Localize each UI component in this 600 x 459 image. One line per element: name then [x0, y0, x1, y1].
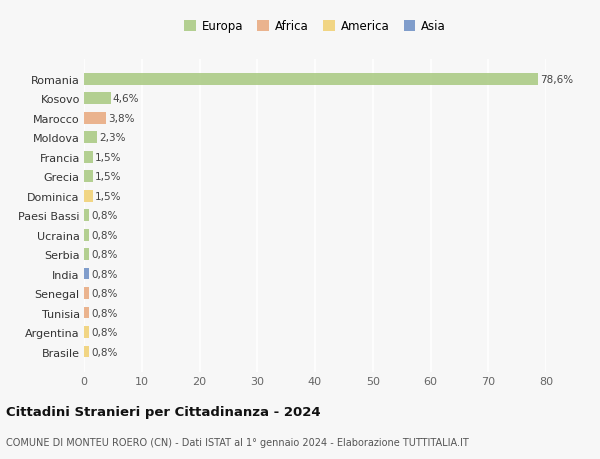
- Bar: [84, 190, 92, 202]
- Bar: [84, 249, 89, 260]
- Text: 0,8%: 0,8%: [91, 327, 118, 337]
- Text: COMUNE DI MONTEU ROERO (CN) - Dati ISTAT al 1° gennaio 2024 - Elaborazione TUTTI: COMUNE DI MONTEU ROERO (CN) - Dati ISTAT…: [6, 437, 469, 447]
- Bar: [84, 288, 89, 299]
- Text: 1,5%: 1,5%: [95, 172, 121, 182]
- Bar: [84, 346, 89, 358]
- Bar: [84, 93, 110, 105]
- Text: 0,8%: 0,8%: [91, 288, 118, 298]
- Bar: [84, 326, 89, 338]
- Bar: [84, 132, 97, 144]
- Text: 2,3%: 2,3%: [100, 133, 126, 143]
- Text: 0,8%: 0,8%: [91, 269, 118, 279]
- Bar: [84, 74, 538, 85]
- Bar: [84, 113, 106, 124]
- Text: 0,8%: 0,8%: [91, 211, 118, 221]
- Text: 4,6%: 4,6%: [113, 94, 139, 104]
- Legend: Europa, Africa, America, Asia: Europa, Africa, America, Asia: [179, 16, 451, 38]
- Bar: [84, 230, 89, 241]
- Bar: [84, 151, 92, 163]
- Text: 3,8%: 3,8%: [108, 113, 135, 123]
- Bar: [84, 268, 89, 280]
- Bar: [84, 210, 89, 222]
- Text: 1,5%: 1,5%: [95, 191, 121, 202]
- Text: 1,5%: 1,5%: [95, 152, 121, 162]
- Bar: [84, 307, 89, 319]
- Text: 0,8%: 0,8%: [91, 347, 118, 357]
- Text: 78,6%: 78,6%: [540, 75, 574, 84]
- Bar: [84, 171, 92, 183]
- Text: 0,8%: 0,8%: [91, 250, 118, 260]
- Text: 0,8%: 0,8%: [91, 308, 118, 318]
- Text: 0,8%: 0,8%: [91, 230, 118, 240]
- Text: Cittadini Stranieri per Cittadinanza - 2024: Cittadini Stranieri per Cittadinanza - 2…: [6, 405, 320, 419]
